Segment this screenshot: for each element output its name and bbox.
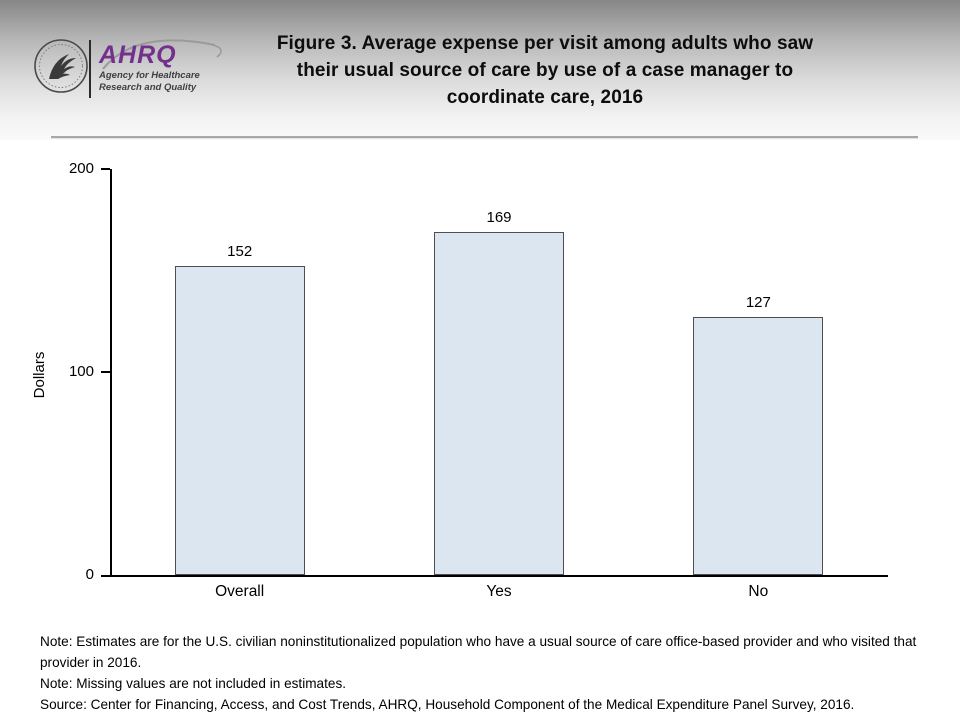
figure-title-line1: Figure 3. Average expense per visit amon… [276,33,814,54]
figure-title-line3: coordinate care, 2016 [446,87,644,108]
ahrq-acronym: AHRQ [99,41,177,69]
y-tick-0 [101,575,110,577]
bar-value-overall: 152 [227,243,253,260]
bar-overall [174,266,305,575]
y-axis-line [110,169,112,575]
bar-yes [434,232,564,575]
header-banner: AHRQ Agency for Healthcare Research and … [0,0,960,140]
y-tick-200 [101,168,110,170]
figure-title-line2: their usual source of care by use of a c… [296,60,794,81]
hhs-seal-icon [34,39,88,93]
footnote-population: Note: Estimates are for the U.S. civilia… [40,634,917,670]
plot-area: 0 100 200 152 Overall 169 Yes 127 No [69,160,888,600]
figure-title: Figure 3. Average expense per visit amon… [230,30,860,111]
bar-no [693,317,824,575]
x-axis-line [110,575,888,577]
category-label-yes: Yes [486,583,512,600]
footnote-source: Source: Center for Financing, Access, an… [40,697,855,712]
ahrq-tagline-line2: Research and Quality [99,81,197,93]
bar-value-no: 127 [745,294,771,311]
y-tick-100 [101,371,110,373]
category-label-overall: Overall [215,583,265,600]
footnote-missing-values: Note: Missing values are not included in… [40,676,347,691]
y-tick-label-100: 100 [68,363,94,380]
bar-value-yes: 169 [486,209,512,226]
y-tick-label-0: 0 [85,566,94,583]
y-tick-label-200: 200 [68,160,94,177]
category-label-no: No [748,583,769,600]
logo-divider [89,40,91,98]
ahrq-tagline-line1: Agency for Healthcare [99,70,200,81]
header-divider-rule [51,136,918,139]
footnotes: Note: Estimates are for the U.S. civilia… [40,631,926,715]
ahrq-logo: AHRQ Agency for Healthcare Research and … [33,35,263,101]
